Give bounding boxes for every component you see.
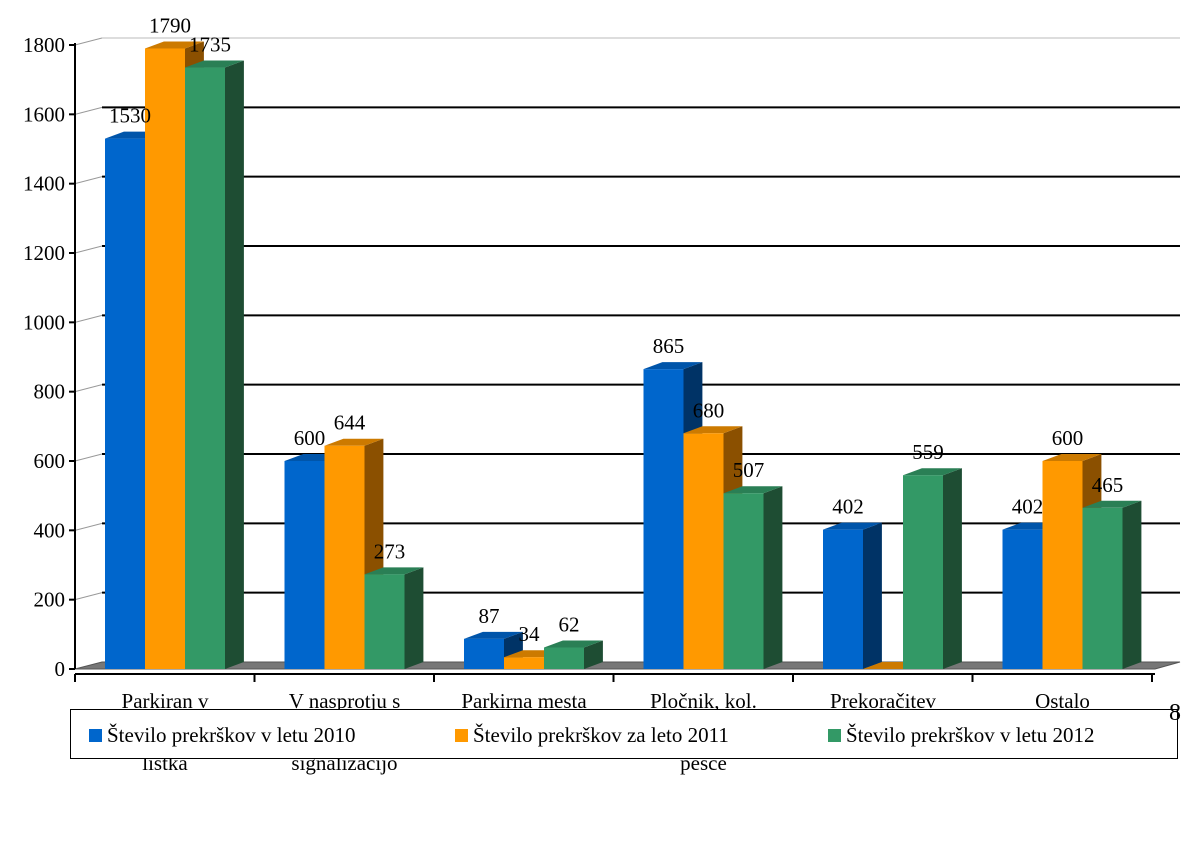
gridline-diagonal bbox=[74, 453, 103, 462]
legend-item: Število prekrškov v letu 2010 bbox=[89, 723, 355, 748]
data-label: 34 bbox=[519, 622, 541, 646]
data-label: 465 bbox=[1092, 473, 1124, 497]
bar bbox=[723, 493, 764, 669]
y-tick-label: 1600 bbox=[23, 102, 65, 126]
bar-side bbox=[225, 60, 244, 670]
data-label: 62 bbox=[559, 613, 580, 637]
page-number: 8 bbox=[1169, 700, 1181, 726]
bar bbox=[284, 461, 325, 669]
bar bbox=[643, 369, 684, 669]
bar-top bbox=[723, 486, 783, 494]
bar-top bbox=[1042, 454, 1102, 461]
bar bbox=[1082, 507, 1123, 669]
gridline-diagonal bbox=[74, 37, 103, 46]
bar-top bbox=[1082, 500, 1142, 508]
y-tick-label: 800 bbox=[34, 380, 66, 404]
y-tick-label: 200 bbox=[34, 588, 66, 612]
axes bbox=[69, 43, 1155, 682]
bar-top bbox=[683, 426, 743, 434]
data-label: 87 bbox=[479, 604, 500, 628]
bar bbox=[544, 647, 584, 669]
data-label: 600 bbox=[1052, 426, 1084, 450]
data-label: 865 bbox=[653, 334, 685, 358]
y-tick-label: 1000 bbox=[23, 310, 65, 334]
bar bbox=[683, 433, 724, 669]
legend-item: Število prekrškov v letu 2012 bbox=[828, 723, 1094, 748]
bar bbox=[145, 48, 185, 669]
y-tick-label: 1200 bbox=[23, 241, 65, 265]
legend-item: Število prekrškov za leto 2011 bbox=[455, 723, 729, 748]
y-tick-label: 600 bbox=[34, 449, 66, 473]
bar-top bbox=[364, 567, 424, 575]
legend: Število prekrškov v letu 2010 Število pre… bbox=[70, 709, 1178, 759]
gridline-diagonal bbox=[74, 245, 103, 254]
legend-swatch bbox=[455, 729, 468, 742]
gridline-diagonal bbox=[74, 384, 103, 393]
legend-swatch bbox=[89, 729, 102, 742]
bars bbox=[105, 41, 1142, 670]
bar bbox=[364, 574, 405, 669]
bar-top bbox=[823, 522, 882, 530]
y-tick-label: 1400 bbox=[23, 172, 65, 196]
bar bbox=[324, 445, 365, 669]
gridlines bbox=[74, 37, 1180, 601]
gridline-diagonal bbox=[74, 522, 103, 531]
gridline-diagonal bbox=[74, 592, 103, 601]
bar-top bbox=[643, 362, 703, 370]
bar-top bbox=[464, 631, 523, 639]
data-label: 507 bbox=[733, 458, 765, 482]
y-tick-label: 1800 bbox=[23, 33, 65, 57]
gridline-diagonal bbox=[74, 106, 103, 115]
bar-side bbox=[404, 567, 424, 669]
data-label: 600 bbox=[294, 426, 326, 450]
data-label: 680 bbox=[693, 398, 725, 422]
bar bbox=[1002, 529, 1043, 669]
data-label: 402 bbox=[832, 495, 864, 519]
bar bbox=[185, 67, 225, 670]
bar-top bbox=[544, 640, 603, 648]
legend-label: Število prekrškov v letu 2010 bbox=[107, 723, 356, 747]
bar-side bbox=[584, 640, 603, 669]
bar-side bbox=[863, 522, 882, 669]
gridline-diagonal bbox=[74, 314, 103, 323]
legend-label: Število prekrškov za leto 2011 bbox=[473, 723, 729, 747]
bar-top bbox=[185, 60, 244, 68]
data-label: 559 bbox=[912, 440, 944, 464]
legend-label: Število prekrškov v letu 2012 bbox=[846, 723, 1095, 747]
bar bbox=[1042, 461, 1083, 669]
bar-top bbox=[903, 468, 962, 476]
data-label: 1530 bbox=[109, 104, 151, 128]
bar-side bbox=[943, 468, 962, 669]
y-tick-label: 0 bbox=[55, 657, 66, 681]
bar-top bbox=[324, 438, 384, 446]
data-label: 273 bbox=[374, 539, 406, 563]
bar-top bbox=[145, 41, 204, 49]
bar bbox=[504, 657, 544, 669]
y-tick-label: 400 bbox=[34, 518, 66, 542]
data-label: 1790 bbox=[149, 13, 191, 37]
bar bbox=[105, 138, 145, 670]
bar-side bbox=[763, 486, 783, 669]
bar bbox=[464, 638, 504, 669]
bar bbox=[823, 529, 863, 669]
bar-side bbox=[1122, 500, 1142, 669]
legend-swatch bbox=[828, 729, 841, 742]
gridline-diagonal bbox=[74, 176, 103, 185]
data-label: 644 bbox=[334, 411, 366, 435]
data-label: 1735 bbox=[189, 33, 231, 57]
bar bbox=[903, 475, 943, 669]
data-label: 402 bbox=[1012, 495, 1044, 519]
